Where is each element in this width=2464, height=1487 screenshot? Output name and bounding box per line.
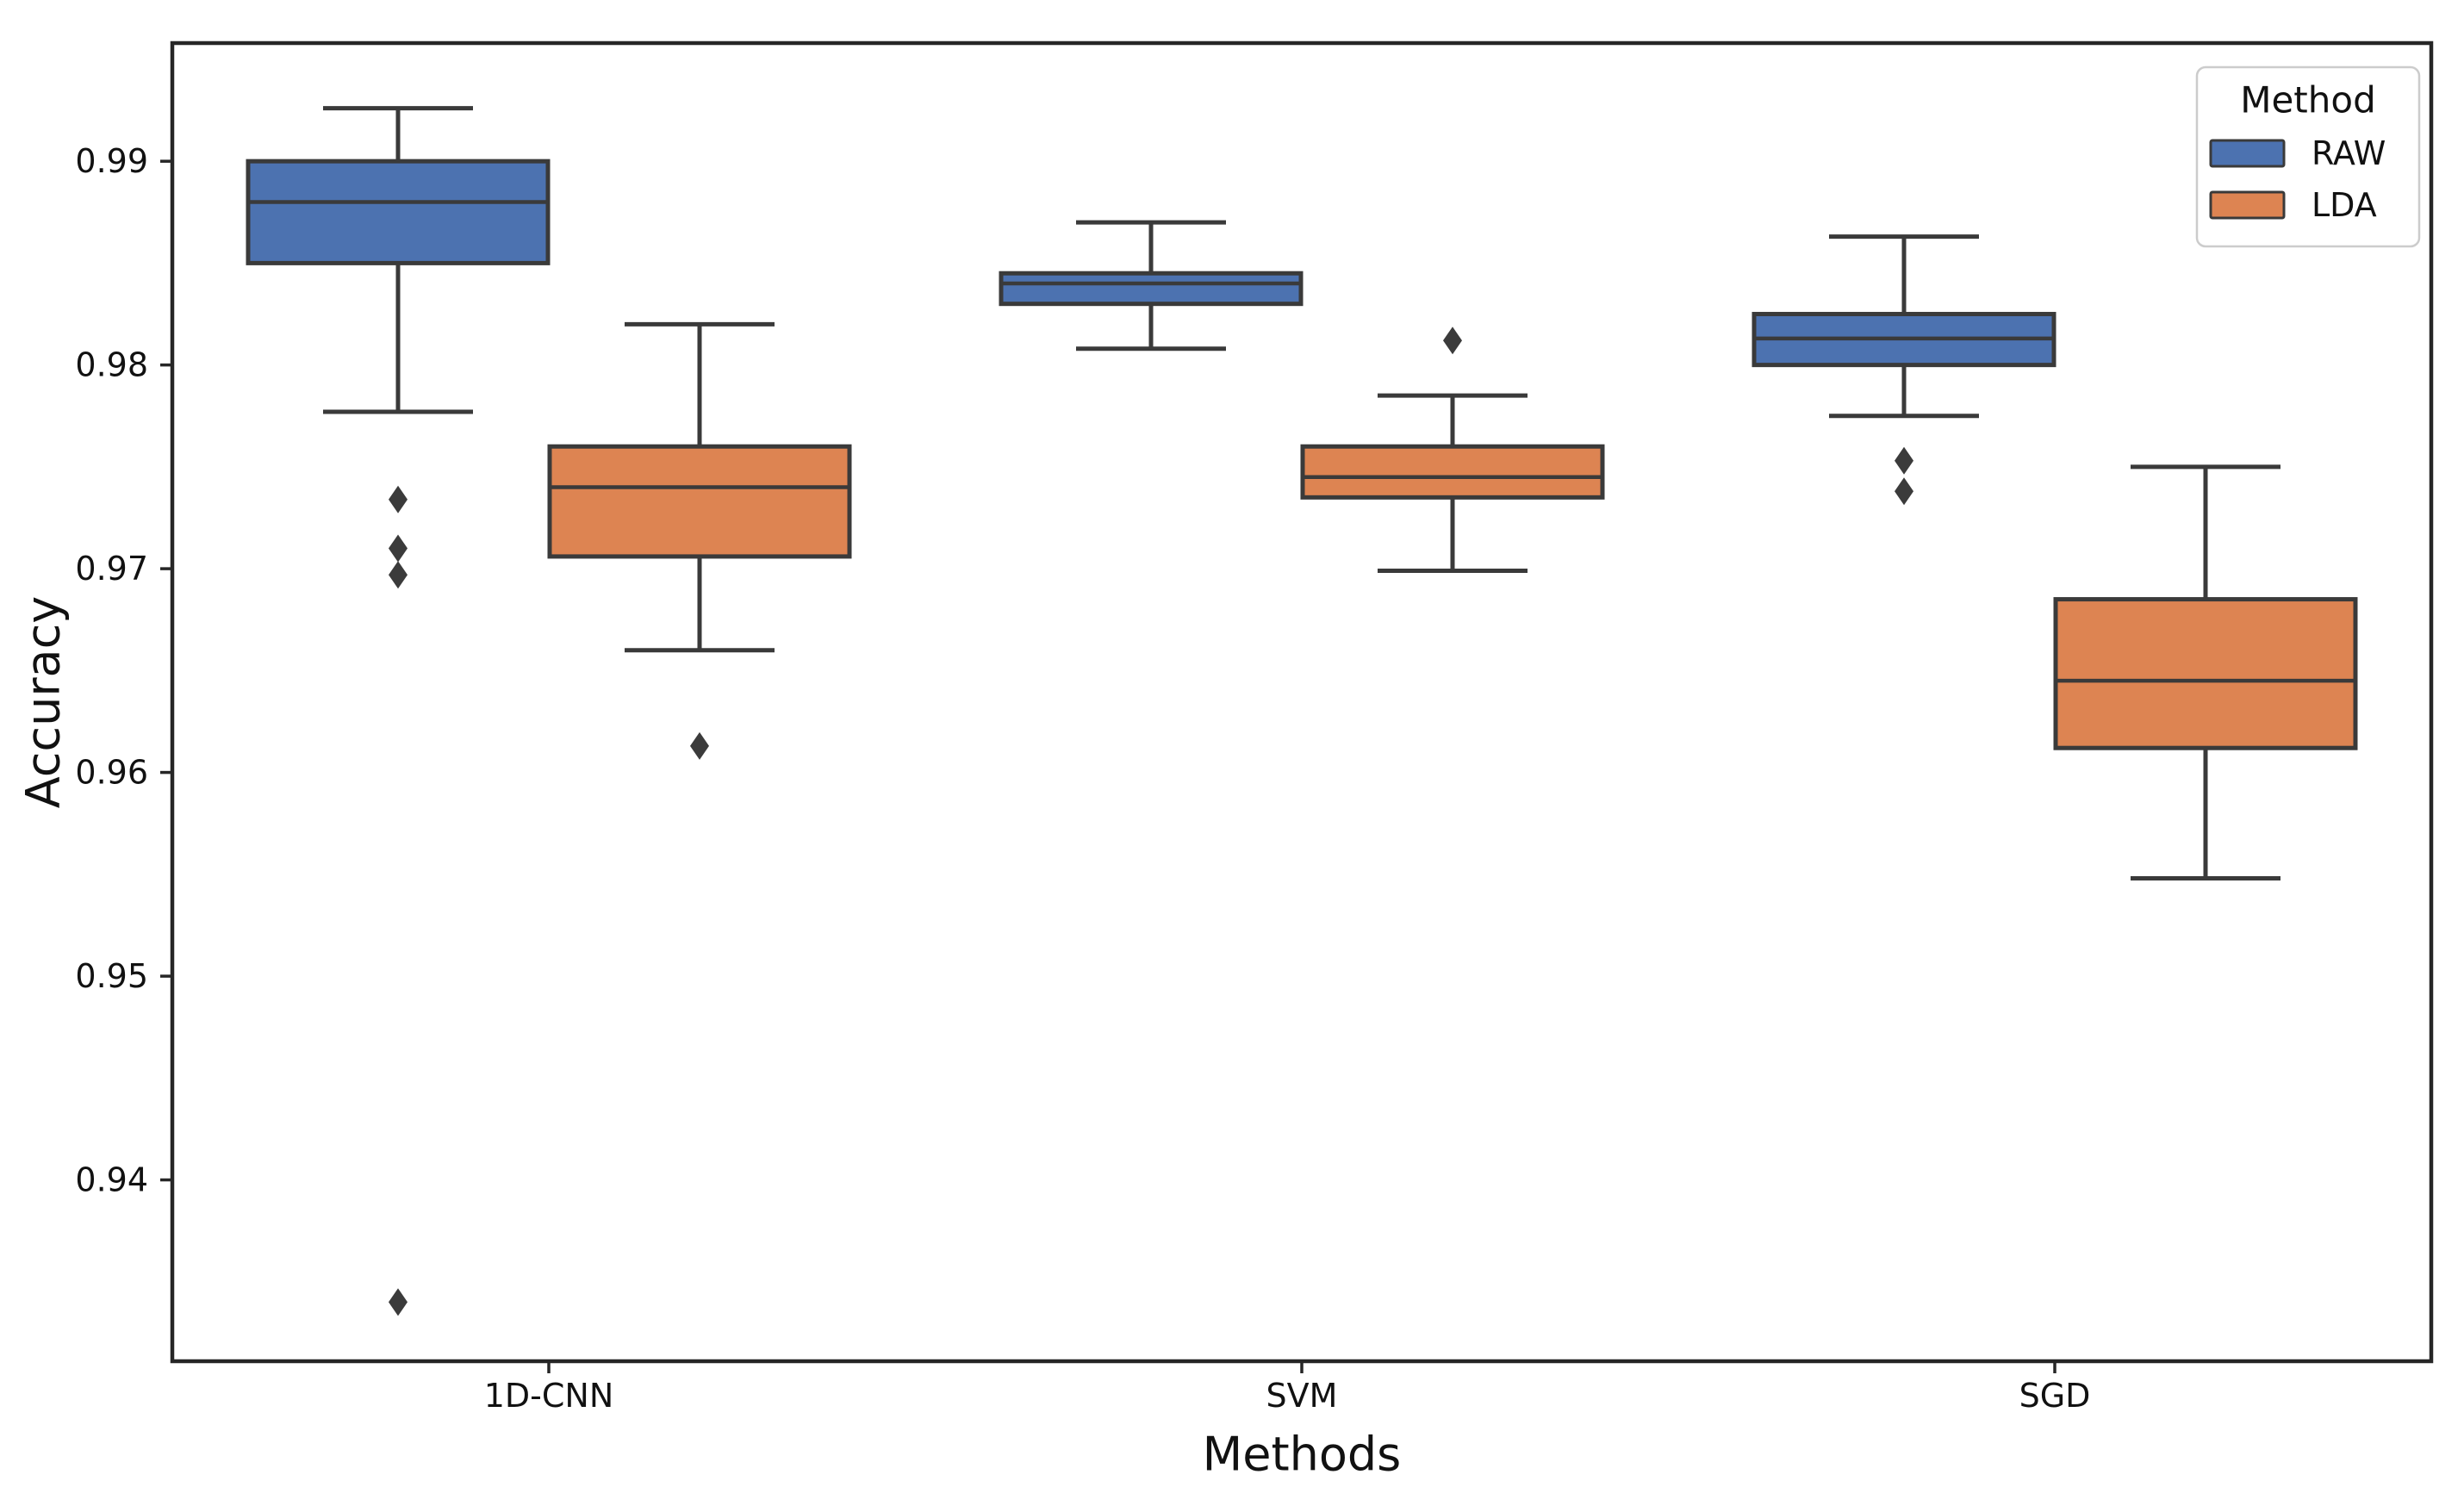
y-tick-label-0.94: 0.94 bbox=[75, 1161, 148, 1199]
legend-label-LDA: LDA bbox=[2312, 186, 2377, 224]
outlier-RAW-SGD-0 bbox=[1895, 446, 1913, 475]
y-tick-label-0.99: 0.99 bbox=[75, 142, 148, 180]
outlier-RAW-SGD-1 bbox=[1895, 477, 1913, 506]
box-LDA-SVM bbox=[1300, 444, 1605, 500]
box-RAW-1D-CNN bbox=[246, 159, 551, 265]
legend: Method RAW LDA bbox=[2195, 65, 2421, 248]
outlier-RAW-1D-CNN-0 bbox=[389, 485, 408, 513]
x-axis-title: Methods bbox=[1203, 1428, 1402, 1482]
outlier-RAW-1D-CNN-2 bbox=[389, 561, 408, 589]
y-tick-label-0.97: 0.97 bbox=[75, 550, 148, 588]
outlier-RAW-1D-CNN-1 bbox=[389, 534, 408, 563]
x-tick-label-SGD: SGD bbox=[2019, 1377, 2091, 1415]
y-tick-label-0.98: 0.98 bbox=[75, 346, 148, 384]
outlier-LDA-SVM-0 bbox=[1443, 327, 1462, 355]
outlier-LDA-1D-CNN-0 bbox=[690, 731, 709, 760]
x-tick-label-1D-CNN: 1D-CNN bbox=[484, 1377, 614, 1415]
plot-area: 0.99 0.98 0.97 0.96 0.95 0.94 1D-CNN SVM SGD bbox=[75, 40, 2434, 1415]
box-RAW-SVM bbox=[999, 271, 1304, 307]
legend-label-RAW: RAW bbox=[2312, 134, 2386, 172]
legend-swatch-LDA bbox=[2209, 190, 2286, 220]
x-tick-label-SVM: SVM bbox=[1266, 1377, 1338, 1415]
y-tick-label-0.96: 0.96 bbox=[75, 754, 148, 792]
outlier-RAW-1D-CNN-3 bbox=[389, 1288, 408, 1316]
legend-title: Method bbox=[2240, 79, 2376, 121]
legend-swatch-RAW bbox=[2209, 139, 2286, 168]
y-tick-label-0.95: 0.95 bbox=[75, 957, 148, 995]
y-axis-title: Accuracy bbox=[16, 596, 71, 809]
box-LDA-1D-CNN bbox=[547, 444, 852, 559]
box-LDA-SGD bbox=[2053, 597, 2358, 750]
